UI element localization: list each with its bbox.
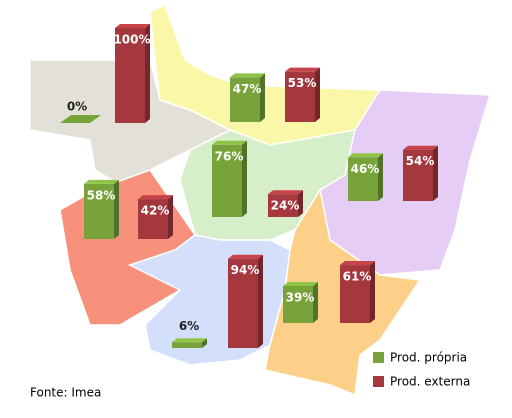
value-label: 24% (271, 199, 300, 213)
bar-front (285, 71, 315, 122)
legend-swatch (373, 352, 384, 363)
legend-swatch (373, 376, 384, 387)
bar-side (370, 261, 375, 323)
legend-label: Prod. externa (390, 375, 470, 389)
bar-side (145, 24, 150, 123)
value-label: 58% (87, 188, 116, 202)
bar-side (114, 179, 119, 239)
bar-front (283, 285, 313, 323)
bar (172, 338, 207, 348)
bar-front (115, 28, 145, 123)
bar-side (313, 281, 318, 323)
value-label: 53% (288, 76, 317, 90)
value-label: 0% (67, 100, 87, 114)
bar-front (268, 194, 298, 217)
value-label: 47% (233, 82, 262, 96)
bar-top (172, 338, 207, 343)
value-label: 100% (113, 33, 150, 47)
bar-front (230, 77, 260, 122)
bar (268, 190, 303, 217)
value-label: 42% (141, 204, 170, 218)
bar-side (433, 145, 438, 201)
value-label: 61% (343, 270, 372, 284)
bar (228, 254, 263, 348)
bar-side (202, 338, 207, 348)
bar-front (228, 258, 258, 348)
bar (115, 24, 150, 123)
legend-label: Prod. própria (390, 351, 467, 365)
bar (403, 145, 438, 201)
bar-top (138, 195, 173, 200)
bar (285, 67, 320, 122)
value-label: 6% (179, 319, 199, 333)
value-label: 54% (406, 154, 435, 168)
bar-top (340, 261, 375, 266)
bar-side (298, 190, 303, 217)
bar (348, 153, 383, 201)
bar-top (84, 179, 119, 184)
bar (84, 179, 119, 239)
bar-top (403, 145, 438, 150)
bar-top (348, 153, 383, 158)
bar-top (115, 24, 150, 28)
value-label: 39% (286, 290, 315, 304)
bar-side (260, 73, 265, 122)
bar (230, 73, 265, 122)
bar (283, 281, 318, 323)
bar-top (268, 190, 303, 195)
value-label: 46% (351, 162, 380, 176)
bar-top (283, 281, 318, 286)
value-label: 94% (231, 263, 260, 277)
value-label: 76% (215, 149, 244, 163)
source: Fonte: Imea (30, 386, 101, 400)
bar-flat (60, 115, 101, 123)
bar-side (242, 140, 247, 217)
bar-side (315, 67, 320, 122)
bar-front (84, 183, 114, 239)
bar-front (340, 265, 370, 323)
bar-front (348, 157, 378, 201)
bar (138, 195, 173, 239)
bar-front (212, 144, 242, 217)
bar-top (285, 67, 320, 72)
bar-front (138, 199, 168, 239)
bar-top (228, 254, 263, 259)
bar-side (168, 195, 173, 239)
bar-front (403, 149, 433, 201)
bar-top (212, 140, 247, 145)
bar-top (230, 73, 265, 78)
bar-side (258, 254, 263, 348)
bar (212, 140, 247, 217)
bar (60, 115, 101, 123)
bar (340, 261, 375, 323)
bar-front (172, 342, 202, 348)
bar-side (378, 153, 383, 201)
